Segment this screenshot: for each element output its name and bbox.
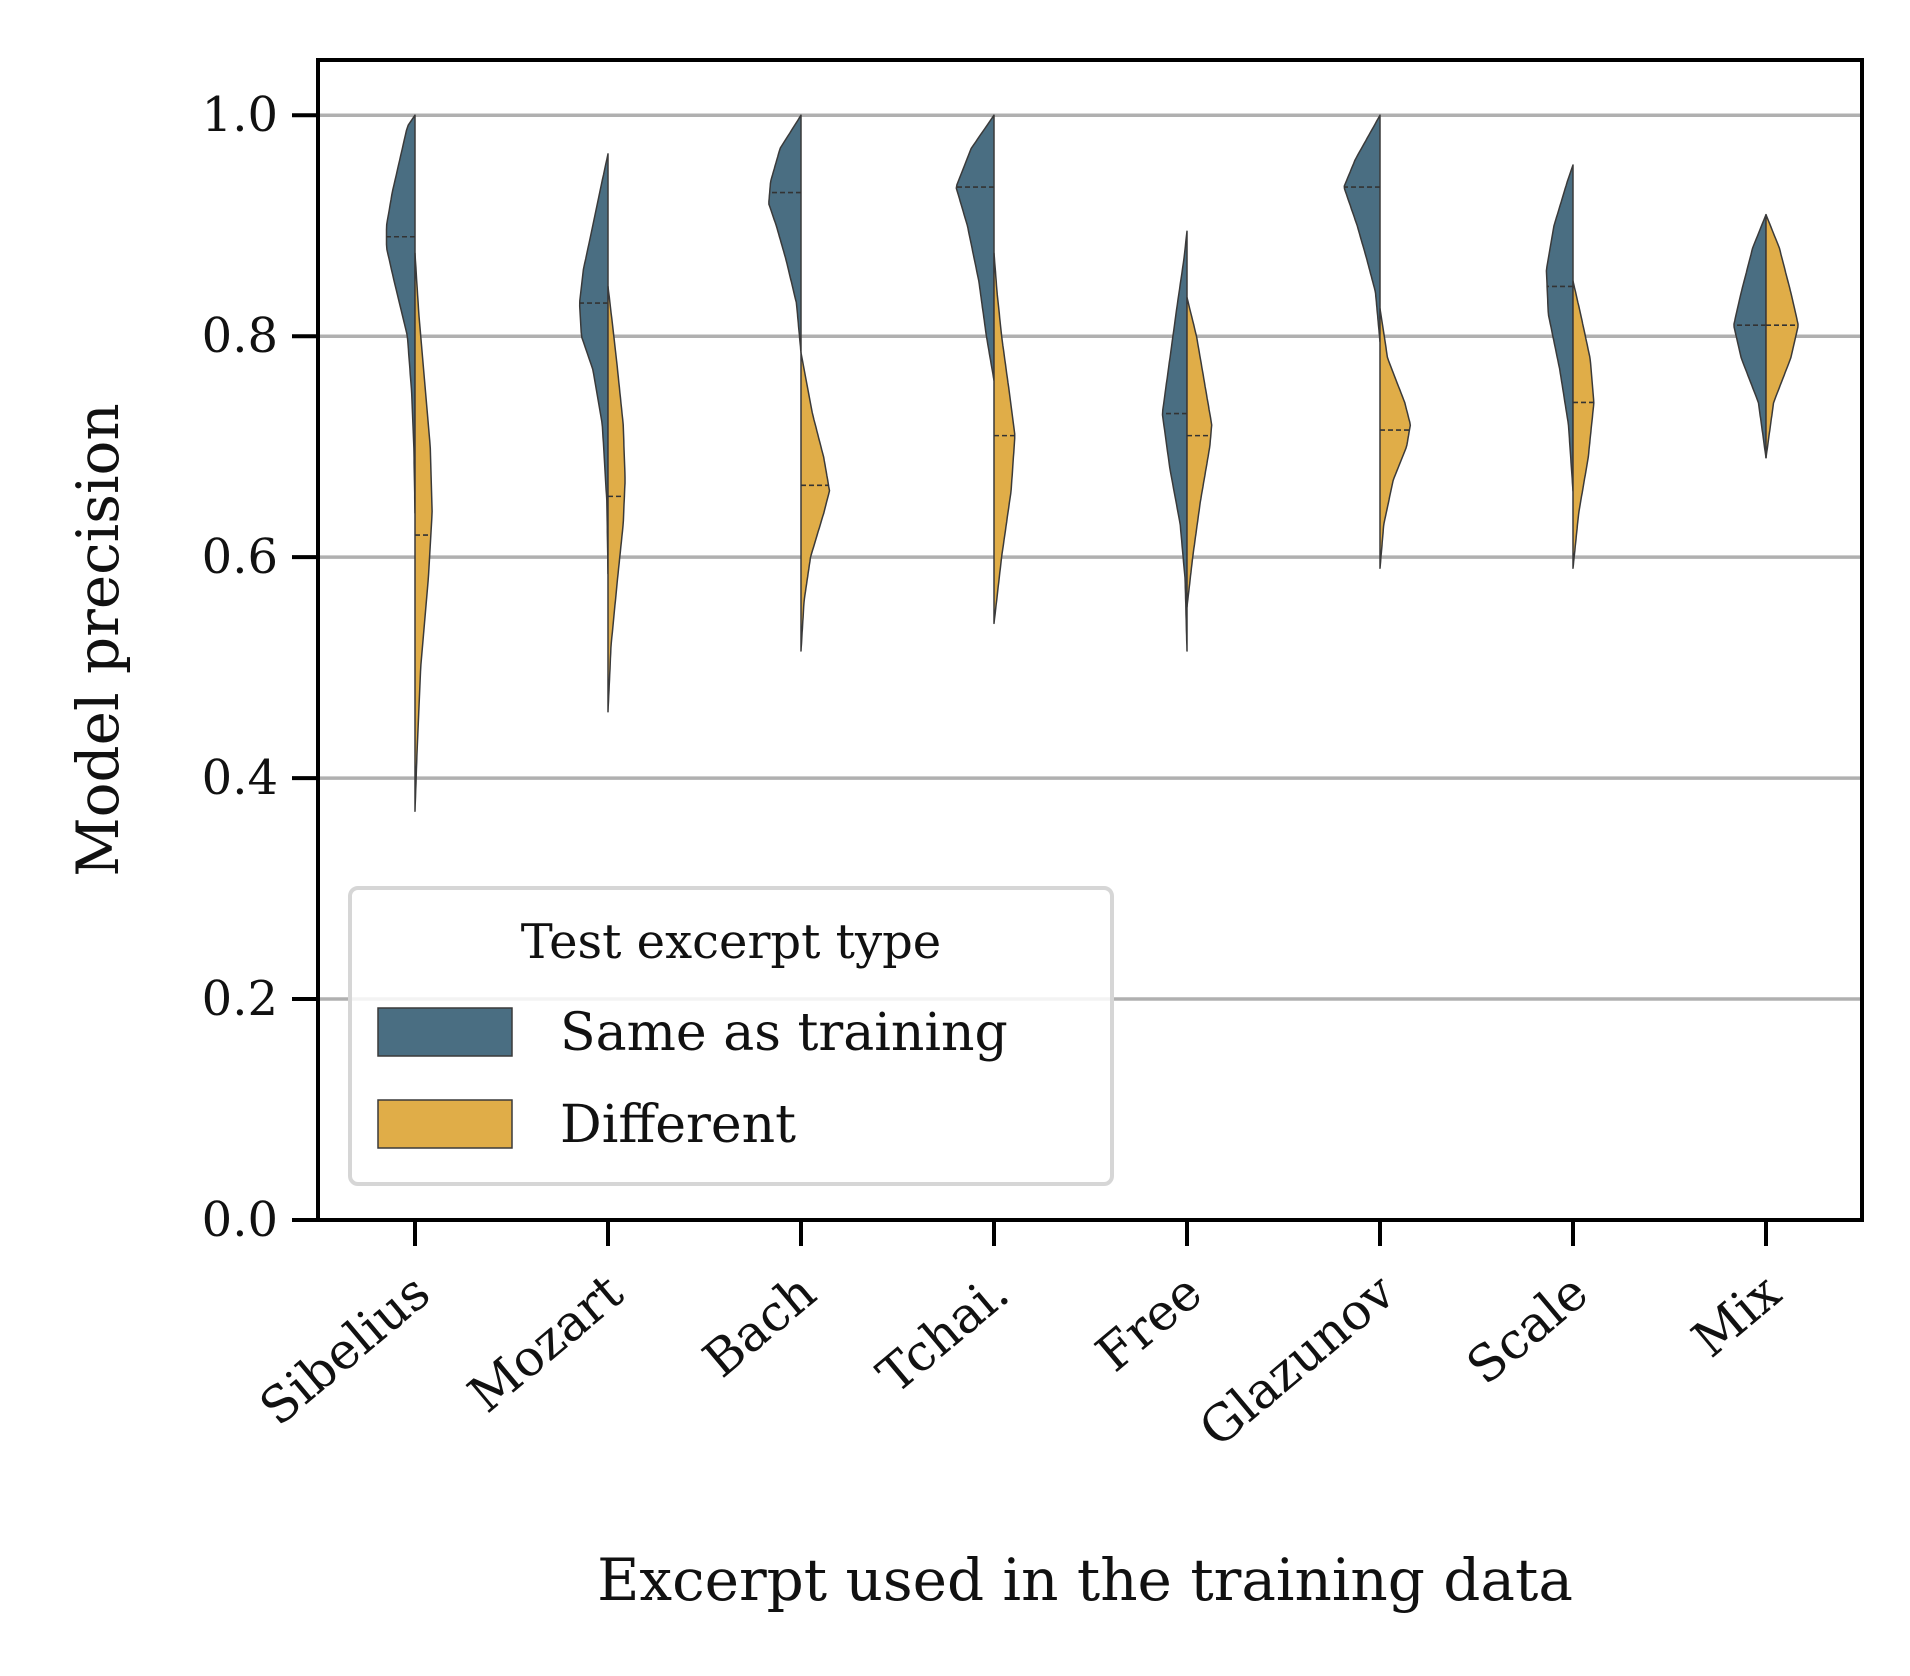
y-tick-label: 0.6	[202, 529, 278, 585]
y-axis-title: Model precision	[64, 403, 132, 877]
legend: Test excerpt type Same as training Diffe…	[348, 886, 1114, 1186]
y-tick-label: 1.0	[202, 87, 278, 143]
violin-same-as-training-mozart	[578, 153, 609, 575]
violin-different-mix	[1765, 213, 1799, 459]
legend-label-different: Different	[560, 1095, 796, 1155]
violin-different-scale	[1572, 280, 1595, 569]
violin-same-as-training-free	[1161, 230, 1188, 652]
violin-different-bach	[800, 352, 831, 652]
violin-same-as-training-tchai	[955, 114, 995, 382]
y-axis: 0.0 0.2 0.4 0.6 0.8 1.0	[202, 87, 318, 1248]
violin-same-as-training-mix	[1733, 213, 1767, 459]
violin-different-free	[1186, 296, 1213, 608]
legend-swatch-different	[377, 1099, 513, 1149]
legend-title: Test excerpt type	[521, 914, 941, 970]
violin-same-as-training-sibelius	[385, 114, 416, 514]
violin-different-sibelius	[414, 252, 433, 812]
violin-same-as-training-glazunov	[1343, 114, 1381, 343]
legend-label-same-as-training: Same as training	[560, 1003, 1008, 1063]
violin-group	[385, 114, 1799, 812]
y-tick-label: 0.4	[202, 750, 278, 806]
x-axis-title: Excerpt used in the training data	[597, 1546, 1573, 1614]
violin-same-as-training-bach	[768, 114, 802, 354]
plot-area-frame	[316, 58, 1864, 1222]
legend-box	[348, 886, 1114, 1186]
legend-swatch-same-as-training	[377, 1007, 513, 1057]
y-tick-label: 0.2	[202, 971, 278, 1027]
y-tick-label: 0.0	[202, 1192, 278, 1248]
y-tick-label: 0.8	[202, 308, 278, 364]
violin-different-glazunov	[1379, 307, 1412, 569]
violin-same-as-training-scale	[1545, 164, 1574, 492]
